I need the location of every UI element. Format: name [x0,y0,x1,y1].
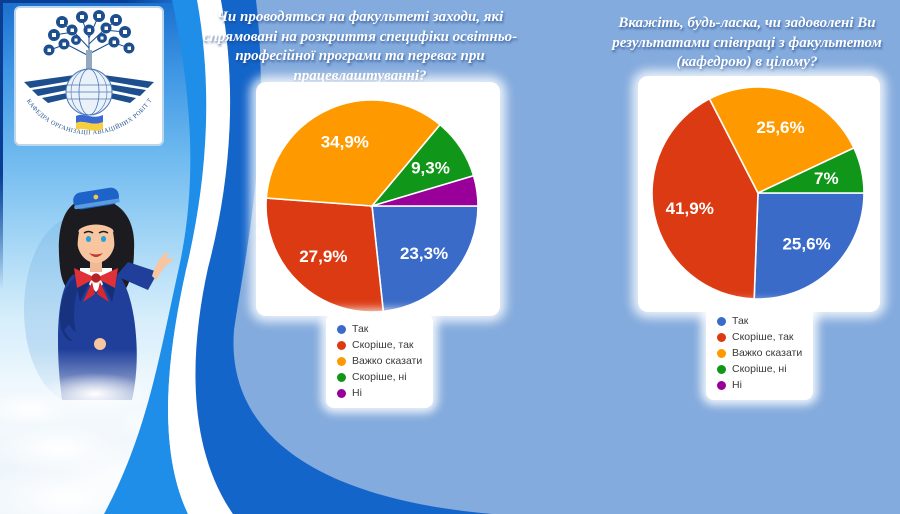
ukraine-flag-icon [76,114,103,131]
legend-color-dot [717,348,726,358]
legend-color-dot [337,388,346,398]
chart2-question-title: Вкажіть, будь-ласка, чи задоволені Ви ре… [612,15,882,70]
chart1-pie: 23,3% 27,9% 34,9% 9,3% [265,99,479,313]
open-palm-hand [152,252,172,280]
pie-value-label: 34,9% [321,133,369,152]
legend-label: Скоріше, ні [352,371,407,383]
pie-value-label: 25,6% [782,234,830,253]
eyebrow-left [83,230,94,234]
chart1-question-title: Чи проводяться на факультеті заходи, які… [202,9,518,84]
legend-item: Важко сказати [337,355,422,367]
legend-label: Так [732,315,749,327]
bent-arm-sleeve [60,278,80,341]
legend-label: Важко сказати [732,347,803,359]
legend-item: Так [717,315,802,327]
chart1-legend: Так Скоріше, так Важко сказати Скоріше, … [326,314,434,408]
pie-slice [371,205,479,313]
legend-label: Скоріше, так [352,339,414,351]
eye-left [85,236,92,242]
legend-item: Так [337,323,422,335]
legend-color-dot [337,356,346,366]
chart2-card: 25,6% 41,9% 25,6% 7% [638,76,880,312]
pie-slice [708,86,855,195]
legend-label: Скоріше, так [732,331,794,343]
clouds [0,349,225,514]
forearm [64,324,100,349]
legend-item: Важко сказати [717,347,802,359]
legend-item: Скоріше, ні [717,363,802,375]
legend-item: Ні [717,379,802,391]
chart2-pie: 25,6% 41,9% 25,6% 7% [651,86,865,300]
pie-slice [651,97,759,300]
pie-slice [757,146,865,194]
hair-side-left [72,230,80,268]
pie-value-label: 7% [814,169,839,188]
legend-label: Важко сказати [352,355,423,367]
pie-value-label: 25,6% [756,118,804,137]
legend-item: Скоріше, так [717,331,802,343]
pie-slice [265,99,442,207]
hand-at-waist [94,338,106,350]
eye-right [100,236,107,242]
legend-item: Скоріше, ні [337,371,422,383]
legend-label: Скоріше, ні [732,363,787,375]
neck [90,260,102,272]
legend-color-dot [717,380,726,390]
pie-value-label: 9,3% [411,159,450,178]
left-edge-line [0,0,3,290]
chart2-legend: Так Скоріше, так Важко сказати Скоріше, … [706,306,814,400]
pie-value-label: 23,3% [400,244,448,263]
department-logo-emblem: КАФЕДРА ОРГАНІЗАЦІЇ АВІАЦІЙНИХ РОБІТ ТА … [16,8,154,136]
pie-slice [265,197,385,313]
legend-color-dot [337,340,346,350]
logo-globe [65,68,113,116]
chart1-card: 23,3% 27,9% 34,9% 9,3% [256,82,500,316]
pie-slice [753,192,865,300]
legend-color-dot [337,324,346,334]
legend-item: Скоріше, так [337,339,422,351]
pie-value-label: 41,9% [666,199,714,218]
pie-value-label: 27,9% [299,247,347,266]
top-edge-line [0,0,178,3]
smile [89,253,103,257]
legend-label: Так [352,323,369,335]
legend-color-dot [717,364,726,374]
legend-color-dot [717,316,726,326]
pie-slice [371,174,479,207]
legend-item: Ні [337,387,422,399]
legend-color-dot [337,372,346,382]
legend-label: Ні [732,379,742,391]
legend-color-dot [717,332,726,342]
department-logo: КАФЕДРА ОРГАНІЗАЦІЇ АВІАЦІЙНИХ РОБІТ ТА … [14,6,164,146]
legend-label: Ні [352,387,362,399]
